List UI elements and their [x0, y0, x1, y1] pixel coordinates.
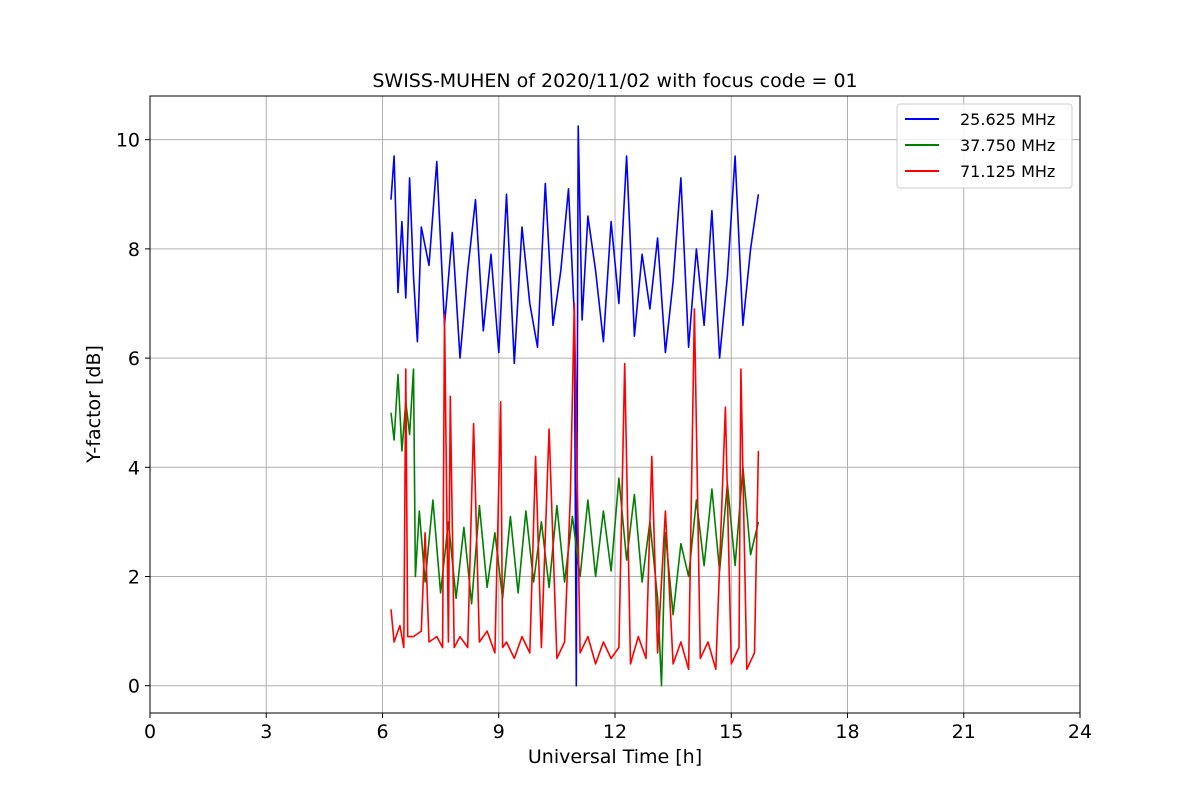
y-tick-label: 4: [128, 457, 140, 479]
x-tick-label: 3: [260, 721, 272, 743]
series-line-1: [390, 125, 760, 687]
x-tick-label: 12: [603, 721, 627, 743]
x-tick-label: 9: [493, 721, 505, 743]
chart-title: SWISS-MUHEN of 2020/11/02 with focus cod…: [372, 70, 857, 92]
x-axis-label: Universal Time [h]: [528, 746, 702, 768]
y-tick-label: 8: [128, 239, 140, 261]
grid: [149, 96, 1081, 713]
x-tick-label: 0: [144, 721, 156, 743]
y-tick-label: 10: [116, 130, 140, 152]
legend-label: 25.625 MHz: [960, 110, 1055, 129]
y-tick-label: 0: [128, 676, 140, 698]
y-axis-ticks: 0 2 4 6 8 10: [116, 130, 150, 698]
y-axis-label: Y-factor [dB]: [83, 345, 105, 464]
y-tick-label: 6: [128, 348, 140, 370]
x-tick-label: 18: [835, 721, 859, 743]
x-tick-label: 21: [952, 721, 976, 743]
legend-label: 37.750 MHz: [960, 136, 1055, 155]
series-line-3: [390, 302, 760, 671]
x-tick-label: 24: [1068, 721, 1092, 743]
x-axis-ticks: 0 3 6 9 12 15 18 21 24: [144, 713, 1092, 743]
legend-box: [896, 103, 1073, 189]
legend-label: 71.125 MHz: [960, 162, 1055, 181]
x-tick-label: 15: [719, 721, 743, 743]
series-lines: [390, 125, 760, 687]
y-tick-label: 2: [128, 566, 140, 588]
legend: 25.625 MHz 37.750 MHz 71.125 MHz: [896, 103, 1073, 189]
x-tick-label: 6: [376, 721, 388, 743]
